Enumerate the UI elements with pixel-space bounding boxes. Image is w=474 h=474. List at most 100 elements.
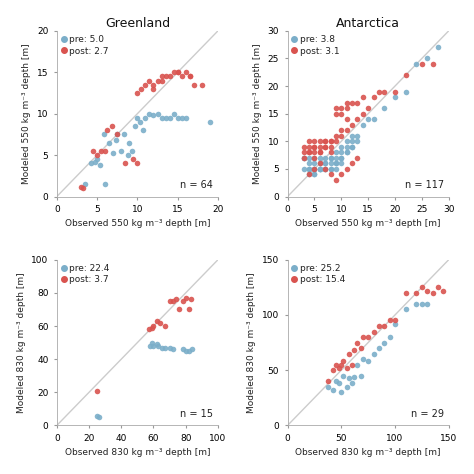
Point xyxy=(343,364,350,372)
Point xyxy=(121,160,129,167)
Point xyxy=(413,60,420,68)
Point xyxy=(321,143,329,151)
Point xyxy=(332,148,340,156)
Point xyxy=(93,155,101,163)
Legend: pre: 22.4, post: 3.7: pre: 22.4, post: 3.7 xyxy=(60,263,111,286)
Point xyxy=(343,104,350,112)
Point xyxy=(305,137,313,145)
Point xyxy=(179,346,186,353)
Point xyxy=(354,154,361,162)
Point xyxy=(310,143,318,151)
Point xyxy=(153,340,161,348)
Point xyxy=(381,88,388,95)
Point xyxy=(134,114,141,122)
Point xyxy=(343,116,350,123)
Point xyxy=(300,143,308,151)
Point xyxy=(359,356,366,363)
Point xyxy=(337,171,345,178)
Point xyxy=(150,342,157,350)
Point xyxy=(310,165,318,173)
Point xyxy=(305,171,313,178)
Point xyxy=(391,88,399,95)
Point xyxy=(332,176,340,184)
Point xyxy=(381,104,388,112)
Point xyxy=(134,89,141,97)
Point xyxy=(327,137,334,145)
Point xyxy=(129,155,137,163)
Point xyxy=(321,154,329,162)
Point xyxy=(413,300,420,308)
Point xyxy=(402,71,410,79)
Point xyxy=(148,339,155,346)
Point xyxy=(337,110,345,118)
Point xyxy=(332,154,340,162)
Point xyxy=(305,171,313,178)
Point xyxy=(316,165,324,173)
Point xyxy=(310,143,318,151)
Point xyxy=(178,73,185,80)
Point xyxy=(337,104,345,112)
Point xyxy=(359,121,366,128)
Point xyxy=(375,322,383,330)
Point xyxy=(321,143,329,151)
Point xyxy=(329,366,337,374)
Point xyxy=(198,81,206,89)
Point xyxy=(158,114,165,122)
Point xyxy=(343,99,350,107)
Point xyxy=(316,160,324,167)
Point xyxy=(316,148,324,156)
Point xyxy=(178,114,185,122)
Point xyxy=(348,132,356,139)
Point xyxy=(332,104,340,112)
X-axis label: Observed 830 kg m⁻³ depth [m]: Observed 830 kg m⁻³ depth [m] xyxy=(64,448,210,457)
Point xyxy=(365,357,372,365)
Point xyxy=(316,137,324,145)
Point xyxy=(321,165,329,173)
Point xyxy=(112,137,119,144)
Point xyxy=(186,73,193,80)
Point xyxy=(174,68,182,76)
Point xyxy=(332,132,340,139)
Point xyxy=(162,73,169,80)
Point xyxy=(402,289,410,297)
Point xyxy=(354,99,361,107)
Point xyxy=(327,154,334,162)
Point xyxy=(93,412,101,419)
Point xyxy=(187,296,194,303)
Point xyxy=(310,165,318,173)
Point xyxy=(174,68,182,76)
Point xyxy=(158,77,165,84)
X-axis label: Observed 830 kg m⁻³ depth [m]: Observed 830 kg m⁻³ depth [m] xyxy=(295,448,441,457)
Point xyxy=(359,110,366,118)
Point xyxy=(103,127,110,134)
Point xyxy=(206,118,214,126)
Point xyxy=(300,148,308,156)
Point xyxy=(305,143,313,151)
Point xyxy=(335,380,343,387)
Point xyxy=(81,180,89,188)
Point xyxy=(158,344,165,351)
Point xyxy=(316,148,324,156)
Point xyxy=(105,139,113,146)
Point xyxy=(305,160,313,167)
Point xyxy=(158,73,165,80)
Legend: pre: 5.0, post: 2.7: pre: 5.0, post: 2.7 xyxy=(60,34,111,57)
Point xyxy=(91,158,99,165)
Legend: pre: 3.8, post: 3.1: pre: 3.8, post: 3.1 xyxy=(290,34,342,57)
Point xyxy=(332,137,340,145)
Point xyxy=(305,165,313,173)
Point xyxy=(146,342,154,350)
Point xyxy=(77,183,85,191)
Point xyxy=(402,306,410,313)
Point xyxy=(148,324,155,331)
Point xyxy=(316,160,324,167)
Point xyxy=(120,131,128,138)
Point xyxy=(345,350,353,357)
Point xyxy=(134,160,141,167)
Point xyxy=(332,165,340,173)
Point xyxy=(325,377,332,385)
X-axis label: Observed 550 kg m⁻³ depth [m]: Observed 550 kg m⁻³ depth [m] xyxy=(64,219,210,228)
Point xyxy=(185,347,193,355)
Point xyxy=(337,148,345,156)
Point xyxy=(337,389,345,396)
